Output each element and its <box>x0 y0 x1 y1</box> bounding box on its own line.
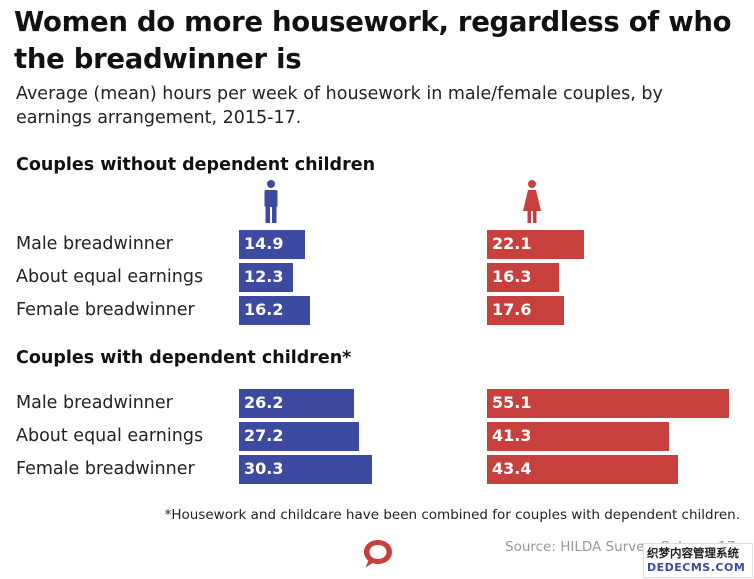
footnote: *Housework and childcare have been combi… <box>164 507 740 523</box>
bar-value-label: 16.3 <box>492 267 532 286</box>
row-label: About equal earnings <box>16 267 204 287</box>
section-title-with-children: Couples with dependent children* <box>16 348 352 368</box>
row-label: Female breadwinner <box>16 300 195 320</box>
chart-title: Women do more housework, regardless of w… <box>14 6 732 75</box>
male-bar: 16.2 <box>239 296 310 325</box>
watermark-line-2: DEDECMS.COM <box>647 561 746 574</box>
bar-value-label: 16.2 <box>244 300 284 319</box>
row-label: Female breadwinner <box>16 459 195 479</box>
female-bar: 22.1 <box>487 230 584 259</box>
female-person-icon <box>523 180 541 223</box>
bar-value-label: 12.3 <box>244 267 284 286</box>
male-bar: 12.3 <box>239 263 293 292</box>
bar-value-label: 43.4 <box>492 459 532 478</box>
female-bar: 17.6 <box>487 296 564 325</box>
female-bar: 41.3 <box>487 422 669 451</box>
chart-subtitle: Average (mean) hours per week of housewo… <box>16 84 663 128</box>
female-bar: 55.1 <box>487 389 729 418</box>
row-label: About equal earnings <box>16 426 204 446</box>
bar-value-label: 55.1 <box>492 393 532 412</box>
female-bar: 16.3 <box>487 263 559 292</box>
bar-value-label: 30.3 <box>244 459 284 478</box>
bar-value-label: 27.2 <box>244 426 284 445</box>
bar-value-label: 14.9 <box>244 234 284 253</box>
row-label: Male breadwinner <box>16 234 173 254</box>
watermark-line-1: 织梦内容管理系统 <box>647 546 739 560</box>
speech-bubble-logo-icon <box>364 540 392 568</box>
watermark-stamp: 织梦内容管理系统 DEDECMS.COM <box>643 543 753 578</box>
row-label: Male breadwinner <box>16 393 173 413</box>
male-bar: 14.9 <box>239 230 305 259</box>
bar-value-label: 22.1 <box>492 234 532 253</box>
male-person-icon <box>264 180 278 223</box>
male-bar: 27.2 <box>239 422 359 451</box>
female-bar: 43.4 <box>487 455 678 484</box>
bar-value-label: 17.6 <box>492 300 532 319</box>
section-title-no-children: Couples without dependent children <box>16 155 376 175</box>
bar-value-label: 26.2 <box>244 393 284 412</box>
male-bar: 30.3 <box>239 455 372 484</box>
bar-value-label: 41.3 <box>492 426 532 445</box>
male-bar: 26.2 <box>239 389 354 418</box>
